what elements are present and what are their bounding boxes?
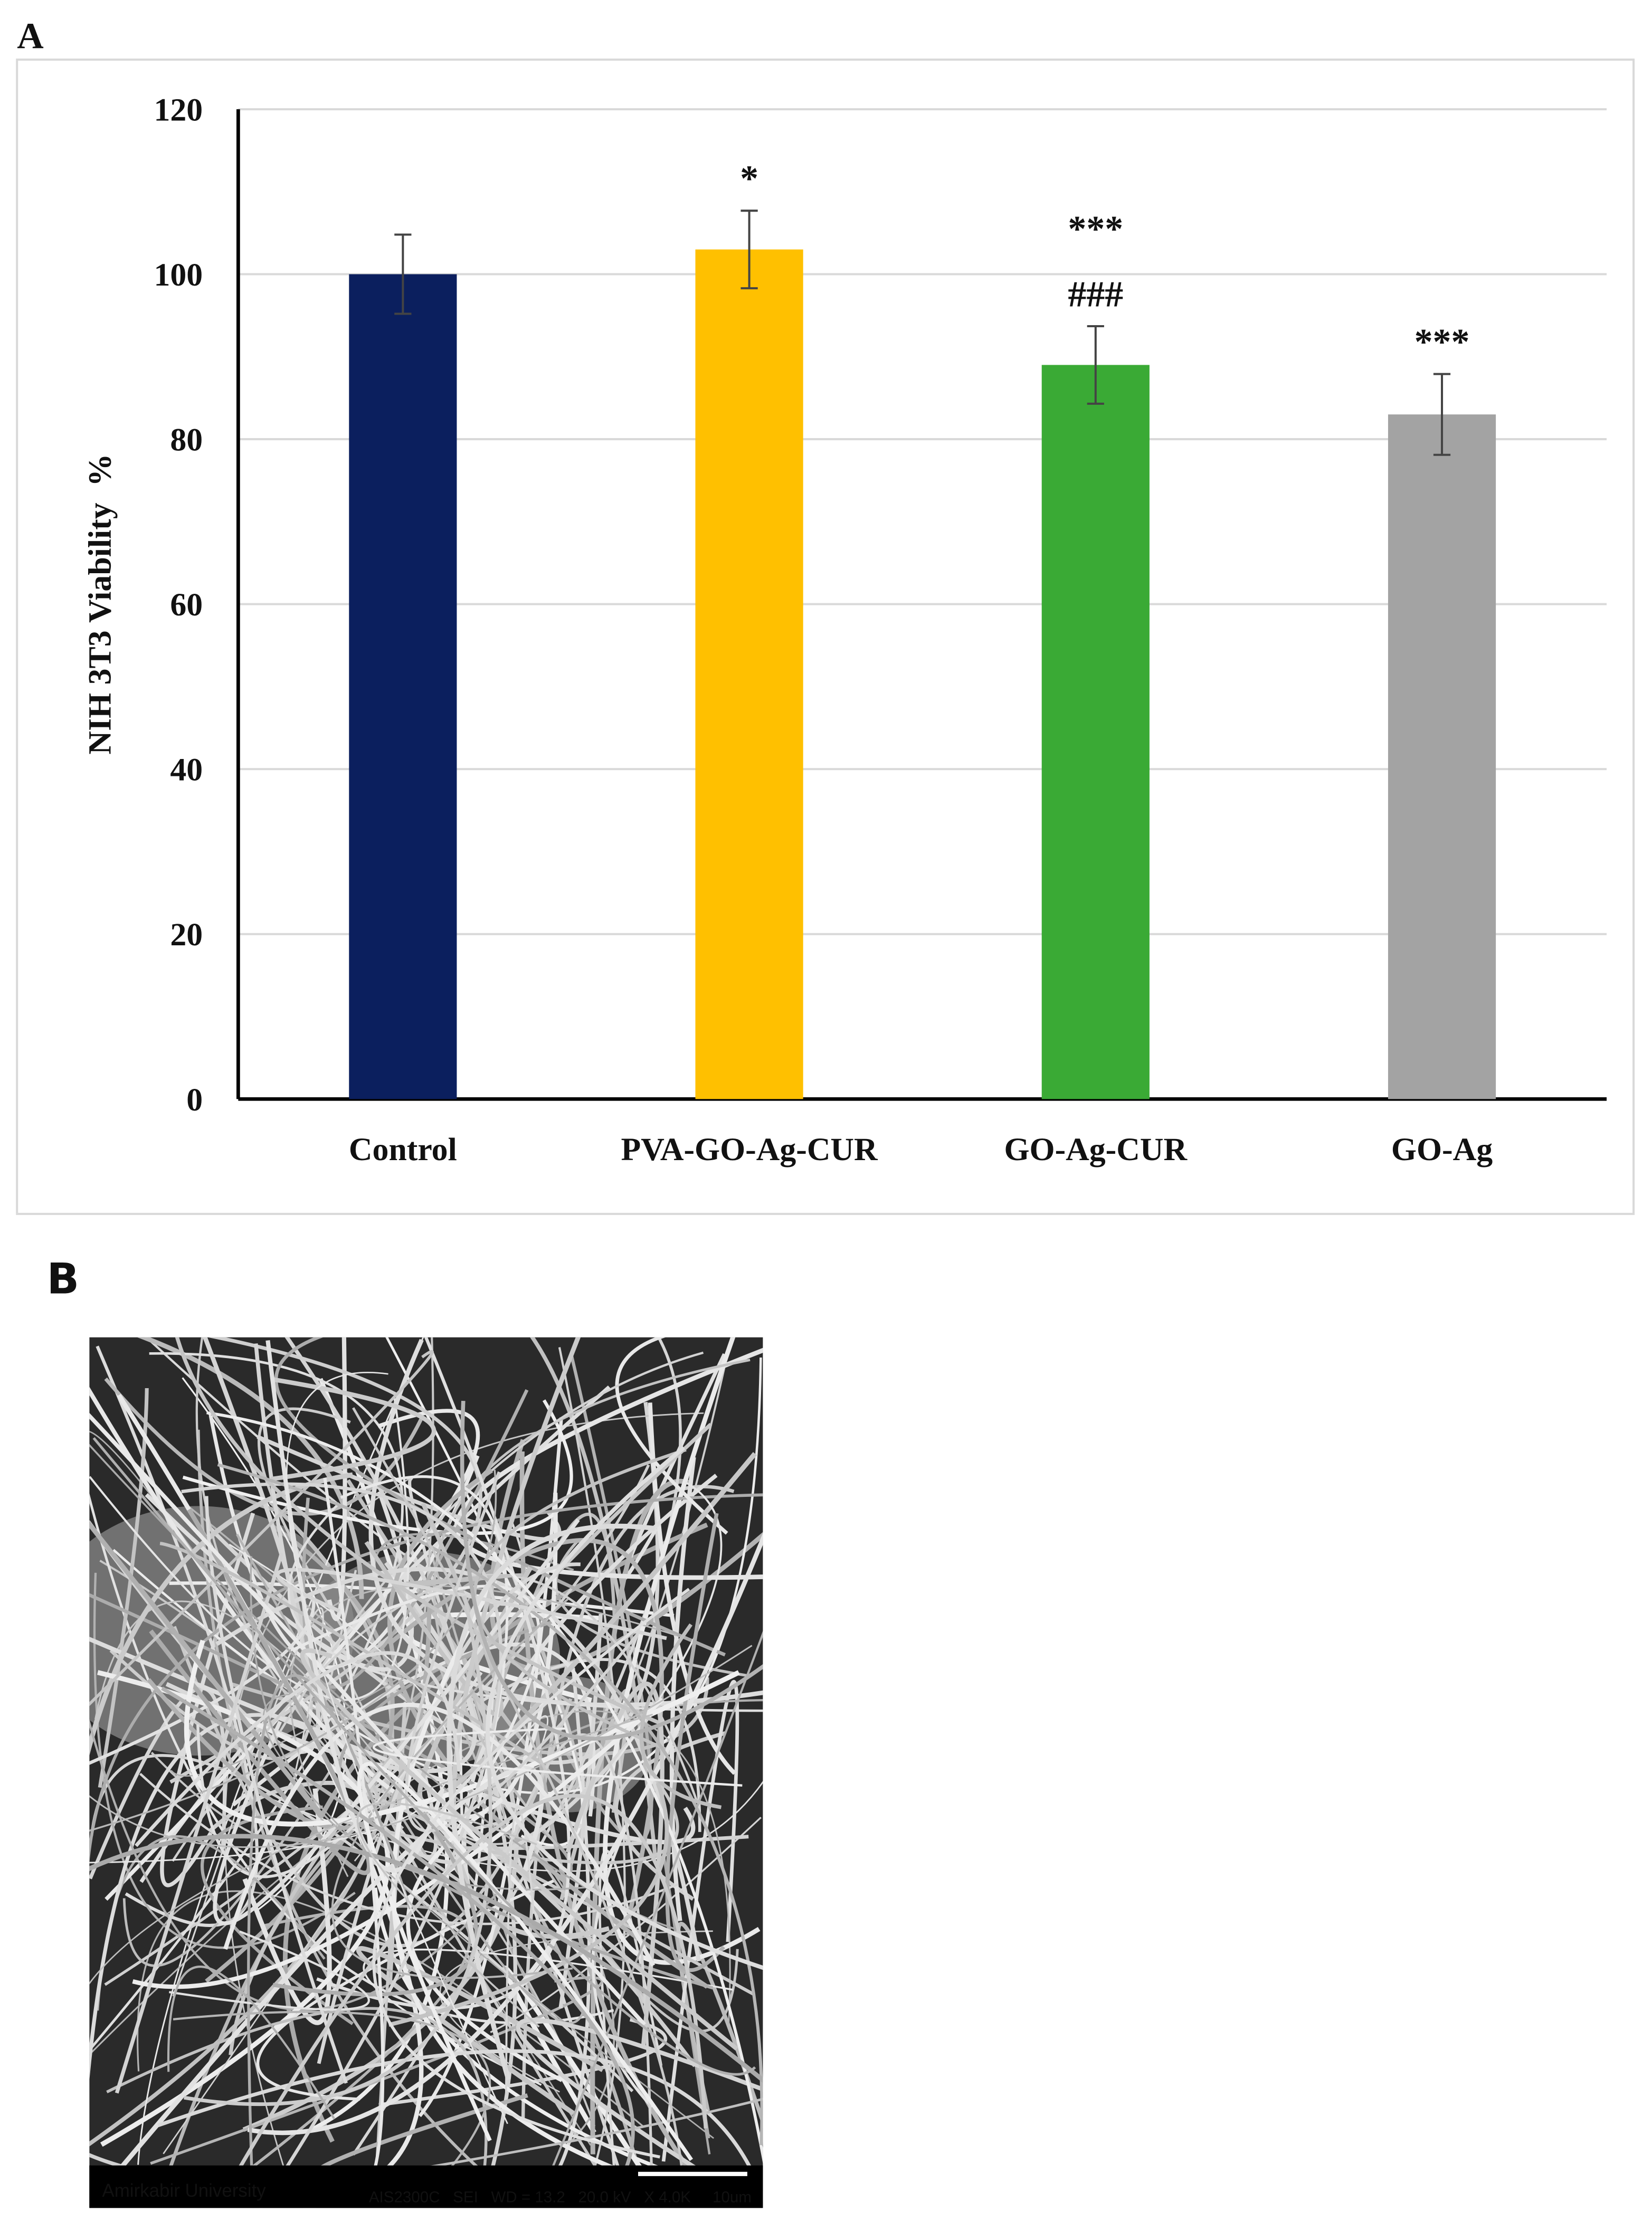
chart-frame <box>16 58 1635 1215</box>
fiber <box>388 1782 669 2027</box>
significance-mark: * <box>740 159 758 200</box>
fiber <box>270 1377 436 1482</box>
fiber <box>405 1471 639 1833</box>
y-axis-title: NIH 3T3 Viability % <box>82 454 118 755</box>
fiber <box>534 1630 763 2208</box>
fiber <box>89 1412 647 2026</box>
significance-mark: *** <box>1414 322 1470 363</box>
fiber <box>182 1399 573 1535</box>
bar <box>349 274 457 1099</box>
bar <box>1388 414 1496 1099</box>
fiber <box>163 1833 380 2155</box>
x-tick-label: PVA-GO-Ag-CUR <box>621 1132 878 1168</box>
fiber <box>372 1588 690 2159</box>
fiber <box>447 1523 656 2081</box>
fiber <box>105 1409 480 1901</box>
fiber <box>247 1674 412 2208</box>
fiber <box>159 1541 543 1764</box>
fiber <box>357 1762 694 2161</box>
fiber <box>256 1880 554 2101</box>
sem-image <box>89 1337 763 2208</box>
fiber <box>639 1623 722 1809</box>
fiber <box>352 1407 685 2180</box>
fiber <box>615 1337 728 1535</box>
fiber <box>137 1337 364 1599</box>
bar <box>1041 365 1150 1099</box>
significance-mark: *** <box>1068 209 1123 250</box>
error-bar <box>394 233 412 315</box>
fiber <box>167 1966 335 2120</box>
fiber <box>92 1437 756 2076</box>
fiber <box>265 1340 445 1873</box>
bar <box>695 249 803 1099</box>
fiber <box>115 1553 283 2094</box>
fiber <box>135 1651 461 1847</box>
fiber <box>327 1337 347 1621</box>
y-tick-label: 100 <box>154 257 203 293</box>
fiber <box>157 2049 763 2202</box>
y-tick-label: 0 <box>186 1082 203 1118</box>
fiber <box>184 1639 740 1827</box>
panel-label: A <box>17 16 43 56</box>
x-tick-label: GO-Ag <box>1391 1132 1493 1168</box>
x-tick-label: Control <box>349 1132 457 1168</box>
fiber <box>486 1446 763 1970</box>
fiber <box>356 1801 540 2028</box>
fiber <box>217 1463 763 2146</box>
significance-mark: ### <box>1068 274 1123 315</box>
chart: 0 20 40 60 80 100 120 NIH 3T3 Viability % Contro… <box>82 92 1607 1168</box>
fiber <box>217 1794 708 2204</box>
fiber <box>378 2018 667 2107</box>
fiber <box>89 1834 763 2083</box>
fiber <box>89 1710 731 2056</box>
y-tick-label: 80 <box>170 422 203 458</box>
fiber <box>274 1337 726 1657</box>
fiber <box>258 1407 351 1631</box>
fiber <box>89 1521 323 1818</box>
fiber <box>356 1946 604 2115</box>
fiber <box>169 1930 370 2011</box>
fiber <box>473 1448 687 1751</box>
error-bar <box>1433 373 1451 456</box>
fiber <box>395 1573 524 1589</box>
fiber <box>418 1417 563 2118</box>
panel-label: B <box>47 1254 79 1304</box>
y-tick-label: 20 <box>170 917 203 953</box>
fiber <box>206 1411 763 2163</box>
fiber <box>89 1350 434 1706</box>
fiber <box>460 1400 763 1741</box>
x-tick-label: GO-Ag-CUR <box>1004 1132 1188 1168</box>
y-tick-label: 120 <box>154 92 203 128</box>
fiber <box>175 1337 660 1724</box>
fiber <box>181 1482 503 2208</box>
fiber <box>286 1371 508 2124</box>
y-tick-label: 60 <box>170 587 203 623</box>
fiber <box>262 1693 715 2139</box>
caption-left: Amirkabir University <box>102 2180 266 2201</box>
fiber <box>98 1388 149 1788</box>
fiber <box>276 1568 667 1640</box>
fiber <box>300 1648 738 2051</box>
fiber <box>89 1469 497 1832</box>
fiber <box>391 1579 722 2205</box>
y-tick-label: 40 <box>170 752 203 788</box>
fiber <box>665 1513 725 1972</box>
fiber <box>89 1713 653 1985</box>
caption-right: AIS2300C SEI WD = 13.2 20.0 kV X 4.0K 10… <box>369 2189 752 2206</box>
fiber <box>387 1468 709 1989</box>
fiber <box>247 1533 763 2136</box>
fiber <box>213 1519 580 1925</box>
fiber <box>89 1645 753 1848</box>
fiber <box>132 1697 664 1989</box>
error-bar <box>1087 325 1104 405</box>
error-bar <box>740 210 758 290</box>
